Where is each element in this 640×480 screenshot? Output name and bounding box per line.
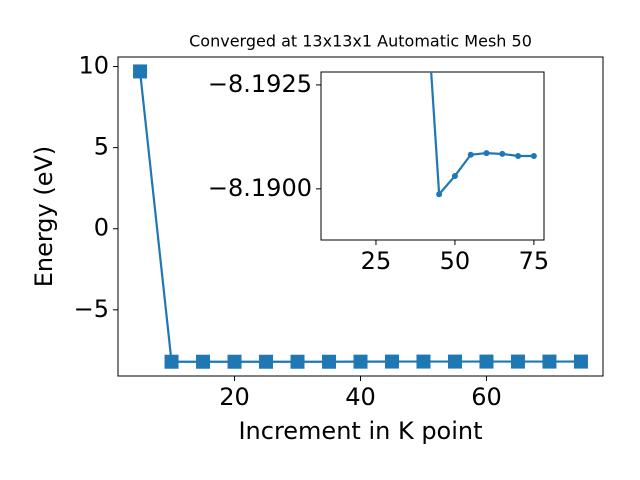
marker (259, 354, 274, 369)
x-tick-label: 40 (345, 383, 376, 411)
marker (573, 354, 588, 369)
marker (483, 150, 490, 157)
y-tick-label: 10 (78, 52, 109, 80)
marker (542, 354, 557, 369)
y-tick-label: −8.1900 (208, 174, 312, 202)
marker (515, 153, 522, 159)
marker (322, 354, 337, 369)
marker (510, 354, 525, 369)
marker (133, 64, 148, 79)
marker (416, 354, 431, 369)
y-tick-label: 0 (94, 214, 109, 242)
x-tick-label: 60 (471, 383, 502, 411)
marker (499, 150, 506, 157)
marker (384, 354, 399, 369)
marker (196, 354, 211, 369)
chart-title: Converged at 13x13x1 Automatic Mesh 50 (189, 32, 532, 51)
x-tick-label: 75 (519, 247, 550, 275)
marker (353, 354, 368, 369)
marker (436, 191, 443, 198)
x-tick-label: 20 (219, 383, 250, 411)
marker (290, 354, 305, 369)
series-group (430, 72, 537, 198)
x-tick-label: 25 (361, 247, 392, 275)
series-group (133, 64, 588, 369)
marker (451, 172, 458, 179)
marker (164, 354, 179, 369)
x-axis-label: Increment in K point (238, 417, 482, 445)
y-tick-label: −8.1925 (208, 70, 312, 98)
x-tick-label: 50 (440, 247, 471, 275)
y-tick-label: −5 (74, 295, 109, 323)
y-axis-label: Energy (eV) (30, 146, 58, 288)
marker (530, 153, 537, 159)
y-tick-label: 5 (94, 133, 109, 161)
marker (479, 354, 494, 369)
marker (467, 151, 474, 158)
marker (227, 354, 242, 369)
marker (447, 354, 462, 369)
